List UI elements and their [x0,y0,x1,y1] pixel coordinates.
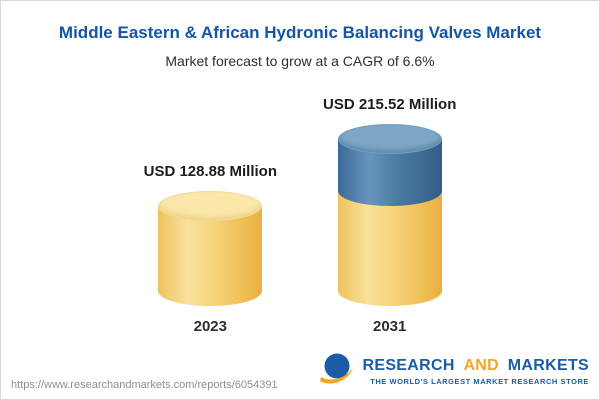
footer: https://www.researchandmarkets.com/repor… [11,352,589,391]
year-label-2023: 2023 [193,318,227,335]
bar-group-2031: USD 215.52 Million 2031 [323,96,456,335]
logo-word-markets: MARKETS [507,357,589,374]
research-and-markets-logo-icon [318,352,356,391]
research-and-markets-logo: RESEARCH AND MARKETS THE WORLD'S LARGEST… [318,352,590,391]
cylinder-2023-body [158,206,263,306]
chart-subtitle: Market forecast to grow at a CAGR of 6.6… [165,53,435,69]
logo-word-research: RESEARCH [362,357,455,374]
logo-tagline: THE WORLD'S LARGEST MARKET RESEARCH STOR… [370,377,589,386]
cylinder-2031-cap [337,124,442,154]
value-label-2023: USD 128.88 Million [143,163,277,180]
chart-title: Middle Eastern & African Hydronic Balanc… [58,23,542,42]
logo-text: RESEARCH AND MARKETS THE WORLD'S LARGEST… [363,357,590,386]
report-url: https://www.researchandmarkets.com/repor… [11,379,278,391]
cylinder-2023 [158,191,263,306]
logo-wordmark: RESEARCH AND MARKETS [363,357,590,375]
bar-group-2023: USD 128.88 Million 2023 [144,163,277,335]
cylinder-2023-cap [158,191,263,221]
cylinder-2031-base-segment [337,191,442,306]
logo-word-and: AND [463,357,500,374]
value-label-2031: USD 215.52 Million [323,96,457,113]
bar-chart: USD 128.88 Million 2023 USD 215.52 Milli… [1,96,599,335]
year-label-2031: 2031 [373,318,407,335]
cylinder-2031 [337,124,442,306]
